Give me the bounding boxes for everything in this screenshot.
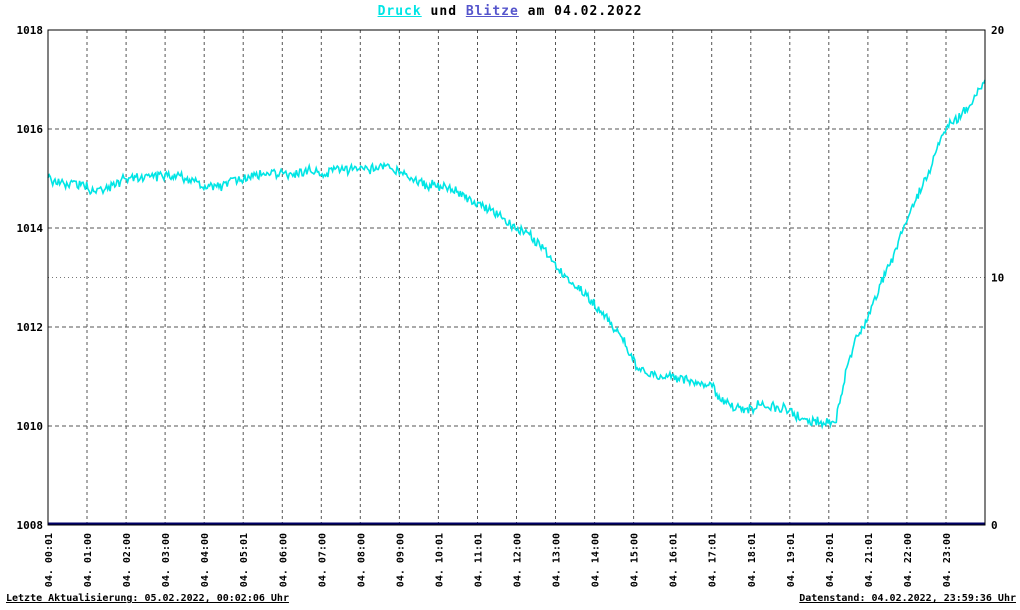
- x-axis-label: 04. 05:01: [239, 533, 250, 587]
- chart-title: Druck und Blitze am 04.02.2022: [0, 4, 1020, 19]
- y-axis-left-label: 1010: [17, 420, 44, 433]
- x-axis-label: 04. 13:00: [552, 533, 563, 587]
- y-axis-right-label: 0: [991, 519, 998, 532]
- x-axis-label: 04. 08:00: [356, 533, 367, 587]
- x-axis-label: 04. 02:00: [122, 533, 133, 587]
- x-axis-label: 04. 01:00: [83, 533, 94, 587]
- plot-border: [47, 29, 986, 526]
- title-und: und: [421, 4, 466, 19]
- y-axis-left-label: 1008: [17, 519, 44, 532]
- y-axis-left-label: 1018: [17, 24, 44, 37]
- x-axis-label: 04. 23:00: [942, 533, 953, 587]
- y-axis-right-label: 10: [991, 272, 1004, 285]
- x-axis-label: 04. 15:00: [630, 533, 641, 587]
- x-axis-label: 04. 10:01: [434, 533, 445, 587]
- druck-line: [47, 79, 986, 430]
- x-axis-label: 04. 03:00: [161, 533, 172, 587]
- y-axis-left-label: 1016: [17, 123, 44, 136]
- x-axis-label: 04. 04:00: [200, 533, 211, 587]
- x-axis-label: 04. 06:00: [278, 533, 289, 587]
- x-axis-label: 04. 09:00: [395, 533, 406, 587]
- title-date: am 04.02.2022: [518, 4, 643, 19]
- y-axis-left-label: 1014: [17, 222, 44, 235]
- legend-blitze: Blitze: [465, 4, 519, 19]
- x-axis-label: 04. 11:01: [474, 533, 485, 587]
- x-axis-label: 04. 07:00: [317, 533, 328, 587]
- y-axis-right-label: 20: [991, 24, 1004, 37]
- x-axis-label: 04. 18:01: [747, 533, 758, 587]
- x-axis-label: 04. 19:01: [786, 533, 797, 587]
- x-axis-label: 04. 22:00: [903, 533, 914, 587]
- x-axis-label: 04. 20:01: [825, 533, 836, 587]
- data-state-text: Datenstand: 04.02.2022, 23:59:36 Uhr: [799, 593, 1016, 604]
- x-axis-label: 04. 14:00: [591, 533, 602, 587]
- y-axis-left-label: 1012: [17, 321, 44, 334]
- x-axis-label: 04. 12:00: [513, 533, 524, 587]
- x-axis-label: 04. 16:01: [669, 533, 680, 587]
- x-axis-label: 04. 00:01: [44, 533, 55, 587]
- legend-druck: Druck: [377, 4, 422, 19]
- x-axis-label: 04. 21:01: [864, 533, 875, 587]
- last-update-text: Letzte Aktualisierung: 05.02.2022, 00:02…: [6, 593, 289, 604]
- x-axis-label: 04. 17:01: [708, 533, 719, 587]
